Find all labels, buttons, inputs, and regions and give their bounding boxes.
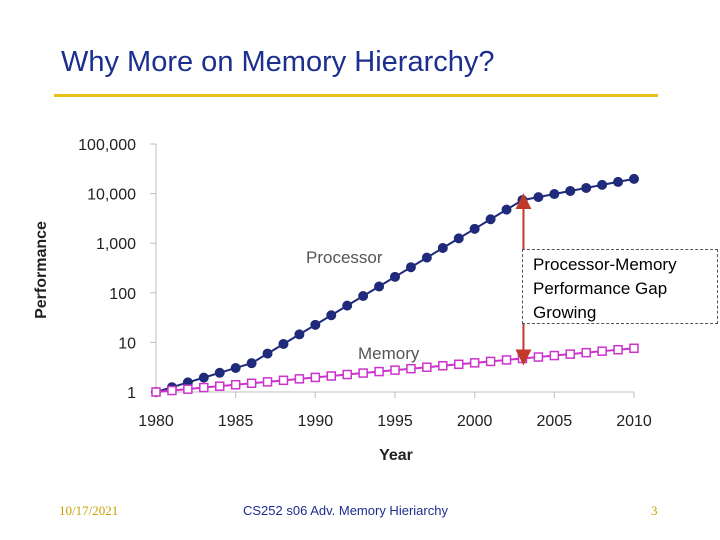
memory-point xyxy=(469,358,480,368)
title-underline xyxy=(54,94,658,97)
processor-point xyxy=(549,189,560,200)
processor-point xyxy=(405,262,416,273)
memory-point xyxy=(167,385,177,396)
processor-point xyxy=(597,179,608,190)
memory-point xyxy=(214,381,225,391)
memory-point xyxy=(278,375,289,386)
memory-point xyxy=(613,344,623,355)
x-tick-label: 2005 xyxy=(537,413,573,430)
x-tick-label: 1990 xyxy=(298,413,334,430)
footer-course-title: CS252 s06 Adv. Memory Hieriarchy xyxy=(243,503,448,518)
y-tick-label: 10,000 xyxy=(87,187,136,204)
memory-point xyxy=(501,355,512,365)
memory-point xyxy=(581,347,591,358)
gap-callout-line: Performance Gap xyxy=(533,279,668,298)
memory-point xyxy=(199,382,209,393)
processor-point xyxy=(278,338,289,349)
memory-point xyxy=(230,380,241,390)
memory-point xyxy=(342,369,352,380)
memory-point xyxy=(183,384,193,394)
memory-point xyxy=(326,371,337,381)
memory-point xyxy=(406,363,416,374)
processor-point xyxy=(342,300,353,311)
gap-callout-box: Processor-Memory Performance Gap Growing xyxy=(522,249,718,324)
y-tick-label: 1 xyxy=(127,385,136,402)
memory-series-label: Memory xyxy=(358,344,420,363)
processor-point xyxy=(326,310,337,321)
memory-point xyxy=(390,365,400,375)
y-tick-label: 1,000 xyxy=(96,236,136,253)
memory-point xyxy=(549,350,560,361)
processor-point xyxy=(533,192,544,203)
memory-point xyxy=(310,372,321,383)
memory-point xyxy=(151,387,161,397)
page-number: 3 xyxy=(651,503,658,518)
processor-point xyxy=(262,348,273,359)
processor-point xyxy=(294,329,305,340)
memory-point xyxy=(374,366,384,377)
memory-point xyxy=(294,374,305,384)
processor-point xyxy=(437,243,448,254)
processor-point xyxy=(246,358,257,369)
y-axis-title: Performance xyxy=(33,221,50,319)
x-tick-label: 1985 xyxy=(218,413,254,430)
processor-point xyxy=(629,173,639,184)
y-tick-label: 10 xyxy=(118,335,136,352)
processor-point xyxy=(214,367,225,378)
memory-point xyxy=(358,368,368,378)
processor-point xyxy=(390,271,400,282)
gap-callout-line: Processor-Memory xyxy=(533,255,677,274)
processor-series-label: Processor xyxy=(306,248,383,267)
footer-date: 10/17/2021 xyxy=(59,503,119,518)
x-tick-label: 2000 xyxy=(457,413,493,430)
processor-point xyxy=(501,204,512,215)
y-tick-label: 100 xyxy=(109,286,136,303)
memory-point xyxy=(533,352,544,362)
slide-title: Why More on Memory Hierarchy? xyxy=(61,46,495,78)
memory-point xyxy=(629,343,639,354)
processor-point xyxy=(453,233,464,244)
processor-point xyxy=(485,214,496,225)
x-tick-label: 2010 xyxy=(616,413,652,430)
processor-point xyxy=(613,176,624,187)
processor-point xyxy=(581,182,592,193)
memory-point xyxy=(246,378,257,389)
x-tick-label: 1980 xyxy=(138,413,174,430)
memory-point xyxy=(485,356,496,367)
processor-point xyxy=(358,291,369,302)
processor-point xyxy=(310,319,321,330)
processor-point xyxy=(198,372,209,383)
x-tick-label: 1995 xyxy=(377,413,413,430)
memory-point xyxy=(422,362,432,372)
processor-point xyxy=(374,281,385,292)
x-axis-title: Year xyxy=(379,447,413,464)
memory-point xyxy=(438,361,448,371)
processor-point xyxy=(230,362,241,373)
memory-point xyxy=(565,349,576,359)
memory-point xyxy=(262,377,273,387)
gap-callout-line: Growing xyxy=(533,303,597,322)
memory-point xyxy=(597,346,607,356)
memory-point xyxy=(453,359,464,370)
processor-point xyxy=(421,252,432,263)
y-tick-label: 100,000 xyxy=(78,137,136,154)
processor-point xyxy=(469,223,480,234)
processor-point xyxy=(565,185,576,196)
